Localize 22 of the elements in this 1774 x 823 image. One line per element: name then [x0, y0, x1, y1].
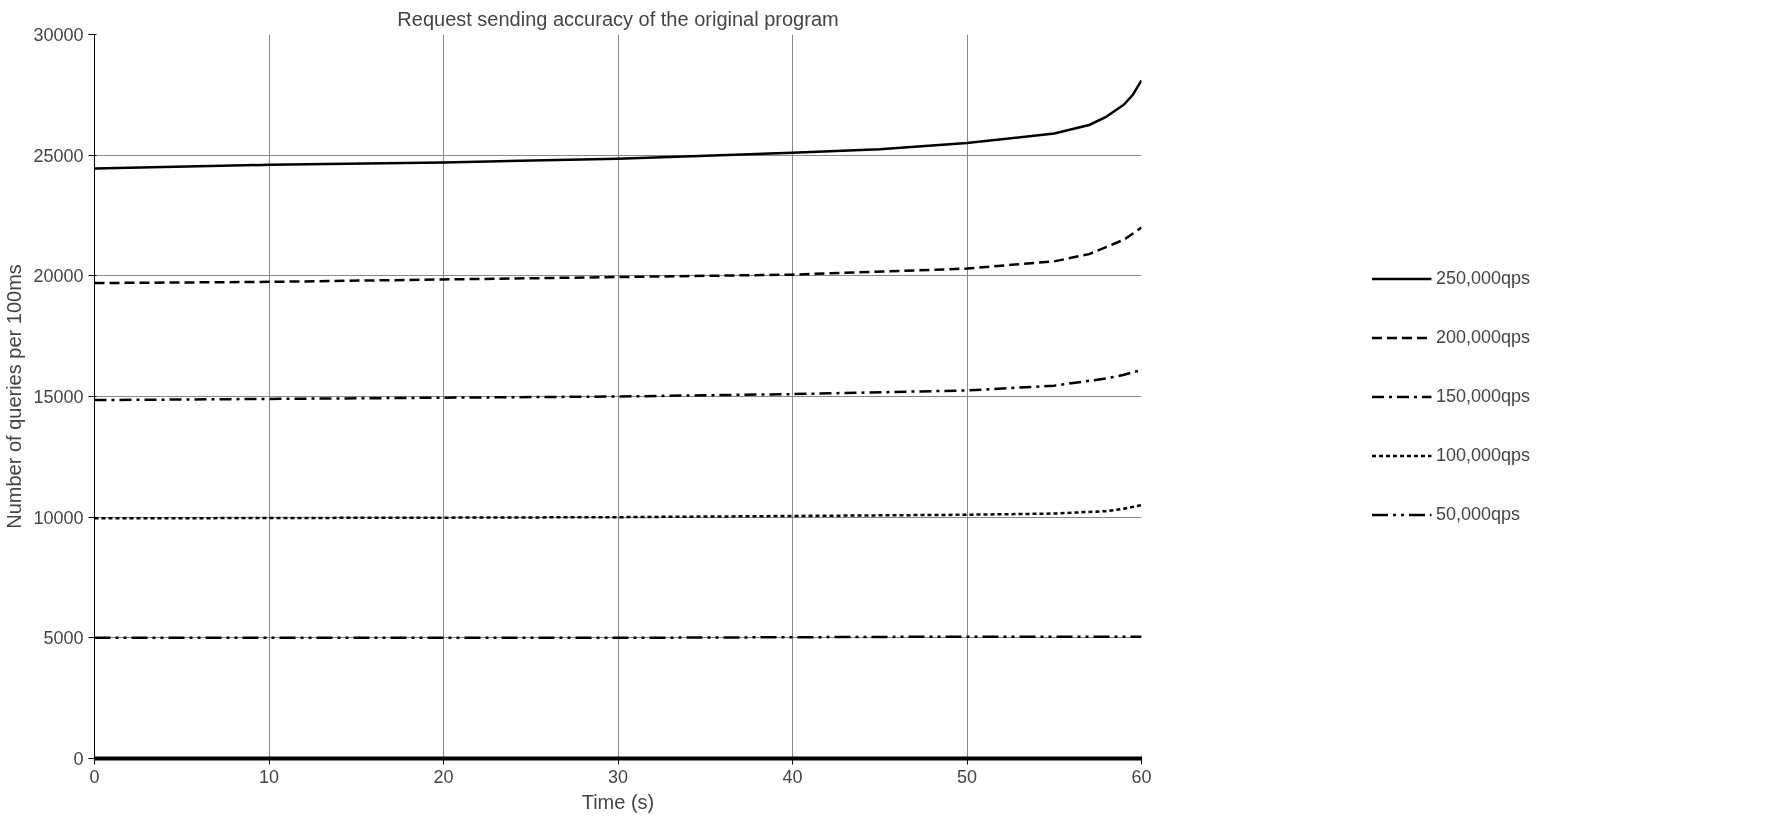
y-tick-label: 25000: [33, 145, 84, 166]
y-tick-label: 15000: [33, 387, 84, 407]
x-tick-label: 20: [433, 766, 454, 787]
x-tick-label: 10: [258, 766, 280, 787]
x-axis-title: Time (s): [581, 790, 655, 813]
x-tick-label: 0: [89, 766, 100, 787]
y-tick-label: 0: [73, 749, 84, 769]
x-tick-label: 50: [956, 766, 978, 787]
y-axis-title: Number of queries per 100ms: [3, 264, 26, 529]
legend-label: 50,000qps: [1435, 503, 1521, 525]
chart-title: Request sending accuracy of the original program: [397, 7, 839, 30]
legend-label: 200,000qps: [1435, 326, 1531, 348]
legend-label: 250,000qps: [1435, 267, 1531, 289]
legend-label: 150,000qps: [1435, 385, 1531, 407]
y-tick-label: 10000: [33, 507, 84, 528]
x-tick-label: 60: [1131, 766, 1152, 787]
legend-label: 100,000qps: [1435, 444, 1531, 466]
y-tick-label: 30000: [33, 25, 84, 45]
x-tick-label: 30: [607, 766, 629, 787]
x-tick-label: 40: [782, 766, 803, 787]
y-tick-label: 20000: [33, 266, 84, 287]
y-tick-label: 5000: [43, 628, 84, 649]
